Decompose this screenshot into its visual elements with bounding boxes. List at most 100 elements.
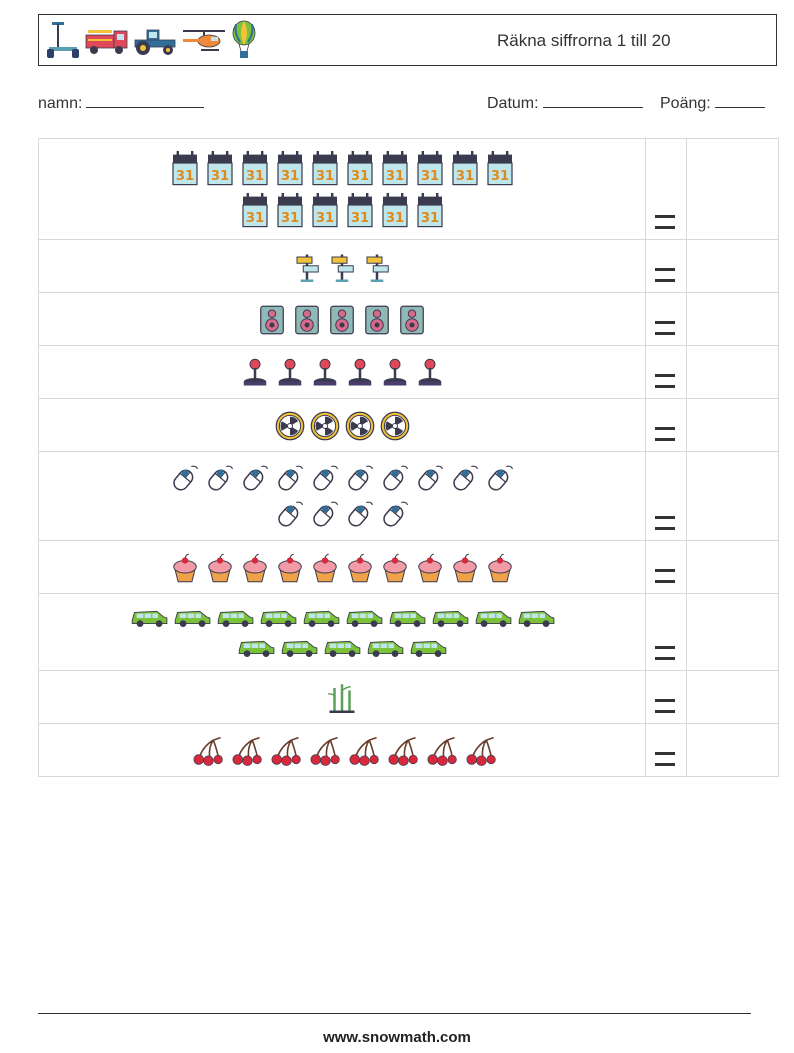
icon-group (38, 540, 646, 594)
name-label: namn: (38, 95, 83, 112)
footer-url[interactable]: www.snowmath.com (323, 1029, 471, 1046)
cupcake-icon (240, 553, 270, 583)
answer-box[interactable] (686, 723, 779, 777)
speaker-icon (257, 305, 287, 335)
calendar-icon: 31 (310, 193, 340, 229)
joystick-icon (310, 358, 340, 388)
counting-row (38, 398, 779, 452)
computer-mouse-icon (415, 464, 445, 494)
svg-text:31: 31 (175, 169, 193, 184)
computer-mouse-icon (380, 500, 410, 530)
radiation-icon (345, 411, 375, 441)
computer-mouse-icon (345, 464, 375, 494)
icon-group (38, 345, 646, 399)
svg-text:31: 31 (280, 169, 298, 184)
computer-mouse-icon (275, 500, 305, 530)
car-icon (130, 606, 168, 630)
counting-row (38, 345, 779, 399)
icon-line (39, 606, 645, 630)
answer-box[interactable] (686, 138, 779, 240)
bamboo-icon (327, 683, 357, 713)
equals-sign (655, 268, 675, 282)
car-icon (280, 636, 318, 660)
car-icon (431, 606, 469, 630)
calendar-icon: 31 (485, 151, 515, 187)
answer-box[interactable] (686, 540, 779, 594)
computer-mouse-icon (380, 464, 410, 494)
hot-air-balloon-icon (231, 20, 257, 60)
answer-box[interactable] (686, 398, 779, 452)
helicopter-icon (181, 27, 227, 53)
signpost-icon (327, 252, 357, 282)
answer-box[interactable] (686, 239, 779, 293)
computer-mouse-icon (345, 500, 375, 530)
cherries-icon (306, 736, 340, 766)
counting-table: 31 31 31 31 31 31 31 31 31 31 31 31 (38, 138, 779, 777)
date-line[interactable] (542, 93, 643, 108)
counting-row: 31 31 31 31 31 31 31 31 31 31 31 31 (38, 138, 779, 240)
equals-cell (645, 239, 687, 293)
cherries-icon (189, 736, 223, 766)
calendar-icon: 31 (205, 151, 235, 187)
equals-cell (645, 593, 687, 671)
speaker-icon (292, 305, 322, 335)
equals-sign (655, 569, 675, 583)
svg-text:31: 31 (245, 211, 263, 226)
counting-row (38, 670, 779, 724)
equals-cell (645, 398, 687, 452)
joystick-icon (415, 358, 445, 388)
cupcake-icon (450, 553, 480, 583)
icon-line (39, 305, 645, 335)
name-line[interactable] (86, 93, 205, 108)
worksheet-title: Räkna siffrorna 1 till 20 (497, 31, 671, 50)
svg-text:31: 31 (280, 211, 298, 226)
score-field[interactable]: Poäng: (660, 93, 765, 113)
calendar-icon: 31 (310, 151, 340, 187)
joystick-icon (275, 358, 305, 388)
cupcake-icon (310, 553, 340, 583)
icon-group (38, 292, 646, 346)
speaker-icon (397, 305, 427, 335)
svg-text:31: 31 (455, 169, 473, 184)
icon-group (38, 398, 646, 452)
equals-sign (655, 646, 675, 660)
joystick-icon (240, 358, 270, 388)
computer-mouse-icon (205, 464, 235, 494)
equals-sign (655, 374, 675, 388)
answer-box[interactable] (686, 670, 779, 724)
cherries-icon (267, 736, 301, 766)
computer-mouse-icon (450, 464, 480, 494)
svg-text:31: 31 (420, 211, 438, 226)
cherries-icon (345, 736, 379, 766)
cherries-icon (462, 736, 496, 766)
car-icon (323, 636, 361, 660)
car-icon (216, 606, 254, 630)
answer-box[interactable] (686, 593, 779, 671)
svg-text:31: 31 (385, 169, 403, 184)
radiation-icon (380, 411, 410, 441)
cupcake-icon (170, 553, 200, 583)
icon-line (39, 500, 645, 530)
svg-text:31: 31 (420, 169, 438, 184)
tractor-icon (133, 24, 177, 56)
name-field[interactable]: namn: (38, 93, 205, 113)
equals-cell (645, 138, 687, 240)
counting-row (38, 540, 779, 594)
score-line[interactable] (714, 93, 765, 108)
cupcake-icon (345, 553, 375, 583)
answer-box[interactable] (686, 292, 779, 346)
calendar-icon: 31 (275, 193, 305, 229)
signpost-icon (292, 252, 322, 282)
equals-sign (655, 699, 675, 713)
answer-box[interactable] (686, 451, 779, 541)
signpost-icon (362, 252, 392, 282)
equals-cell (645, 670, 687, 724)
cupcake-icon (485, 553, 515, 583)
calendar-icon: 31 (345, 193, 375, 229)
date-field[interactable]: Datum: (487, 93, 643, 113)
car-icon (388, 606, 426, 630)
answer-box[interactable] (686, 345, 779, 399)
cherries-icon (423, 736, 457, 766)
computer-mouse-icon (275, 464, 305, 494)
equals-sign (655, 516, 675, 530)
